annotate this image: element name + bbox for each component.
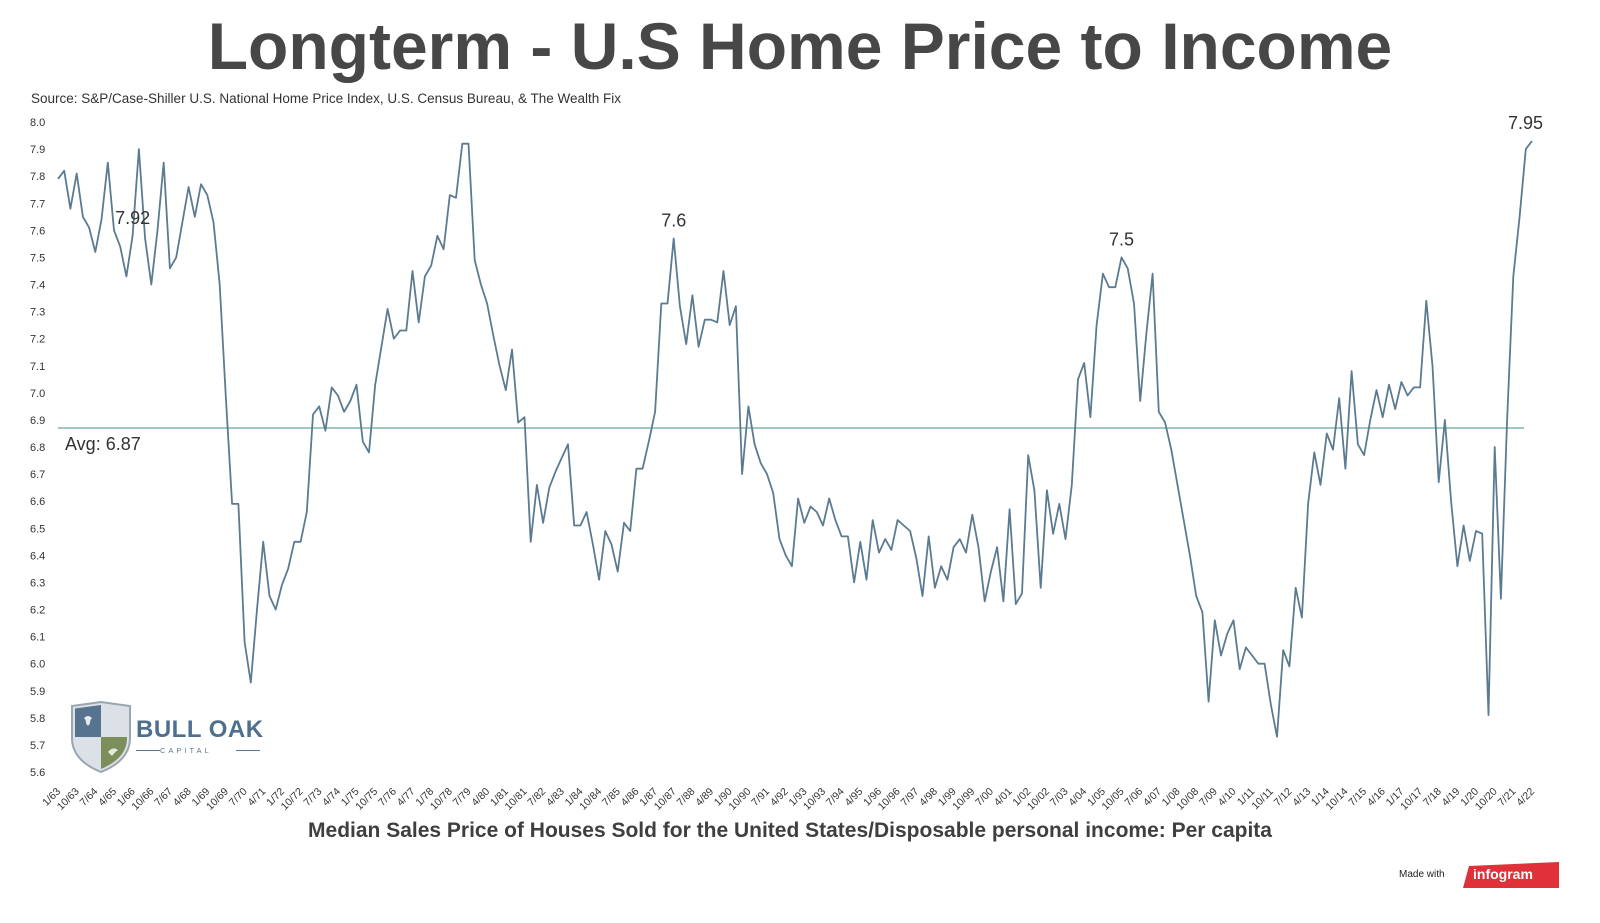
y-axis: 8.0 7.9 7.8 7.7 7.6 7.5 7.4 7.3 7.2 7.1 7.0 6.9 6.8 6… bbox=[30, 117, 45, 779]
data-label: 7.3 bbox=[27, 0, 52, 4]
y-tick-label: 5.8 bbox=[30, 713, 45, 725]
y-tick-label: 6.8 bbox=[30, 442, 45, 454]
x-tick-label: 4/65 bbox=[96, 786, 119, 809]
y-tick-label: 8.0 bbox=[30, 117, 45, 129]
series-line bbox=[57, 140, 1533, 738]
y-tick-label: 6.2 bbox=[30, 605, 45, 617]
data-label: 5.8 bbox=[27, 0, 52, 4]
x-tick-label: 7/06 bbox=[1122, 786, 1145, 809]
data-label: 5.7 bbox=[27, 0, 52, 4]
source-note: Source: S&P/Case-Shiller U.S. National H… bbox=[31, 91, 622, 106]
y-tick-label: 6.3 bbox=[30, 577, 45, 589]
y-tick-label: 6.6 bbox=[30, 496, 45, 508]
data-label: 6.3 bbox=[27, 0, 52, 4]
y-tick-label: 6.5 bbox=[30, 523, 45, 535]
x-tick-label: 4/19 bbox=[1440, 786, 1463, 809]
x-tick-label: 7/94 bbox=[824, 786, 847, 809]
y-tick-label: 7.1 bbox=[30, 361, 45, 373]
data-label: 5.9 bbox=[27, 0, 52, 4]
annotations-group: 7.925.97.956.37.67.55.77.35.87.95 bbox=[22, 0, 1543, 249]
x-tick-label: 4/13 bbox=[1290, 786, 1313, 809]
x-tick-label: 4/98 bbox=[917, 786, 940, 809]
x-tick-label: 4/01 bbox=[992, 786, 1015, 809]
x-tick-label: 4/04 bbox=[1066, 786, 1089, 809]
infogram-badge-icon bbox=[1463, 862, 1559, 888]
y-tick-label: 7.2 bbox=[30, 334, 45, 346]
logo-subtitle: CAPITAL bbox=[160, 746, 212, 755]
shield-logo-icon bbox=[71, 700, 131, 774]
x-tick-label: 4/74 bbox=[320, 786, 343, 809]
x-tick-label: 7/73 bbox=[301, 786, 324, 809]
logo-rule-left bbox=[136, 750, 160, 751]
x-tick-label: 4/07 bbox=[1141, 786, 1164, 809]
data-label: 7.6 bbox=[661, 210, 686, 230]
made-with-label: Made with bbox=[1399, 869, 1445, 880]
x-tick-label: 4/89 bbox=[693, 786, 716, 809]
x-tick-label: 7/79 bbox=[451, 786, 474, 809]
x-tick-label: 4/92 bbox=[768, 786, 791, 809]
x-tick-label: 7/64 bbox=[78, 786, 101, 809]
x-tick-label: 4/83 bbox=[544, 786, 567, 809]
x-tick-label: 4/86 bbox=[619, 786, 642, 809]
x-tick-label: 4/77 bbox=[395, 786, 418, 809]
page-title: Longterm - U.S Home Price to Income bbox=[207, 9, 1393, 83]
x-tick-label: 7/18 bbox=[1421, 786, 1444, 809]
y-tick-label: 6.1 bbox=[30, 632, 45, 644]
y-tick-label: 7.3 bbox=[30, 307, 45, 319]
x-axis: 1/6310/637/644/651/6610/667/674/681/6910… bbox=[40, 786, 1537, 813]
data-label: 7.95 bbox=[1508, 113, 1543, 133]
y-tick-label: 7.0 bbox=[30, 388, 45, 400]
x-axis-title: Median Sales Price of Houses Sold for th… bbox=[308, 819, 1272, 842]
x-tick-label: 7/67 bbox=[152, 786, 175, 809]
y-tick-label: 6.9 bbox=[30, 415, 45, 427]
x-tick-label: 4/10 bbox=[1216, 786, 1239, 809]
data-label: 7.92 bbox=[115, 208, 150, 228]
x-tick-label: 4/71 bbox=[245, 786, 268, 809]
data-label: 7.5 bbox=[1109, 229, 1134, 249]
x-tick-label: 7/97 bbox=[898, 786, 921, 809]
y-tick-label: 5.9 bbox=[30, 686, 45, 698]
x-tick-label: 4/22 bbox=[1514, 786, 1537, 809]
logo-rule-right bbox=[236, 750, 260, 751]
x-tick-label: 7/03 bbox=[1048, 786, 1071, 809]
x-tick-label: 7/09 bbox=[1197, 786, 1220, 809]
x-tick-label: 7/82 bbox=[525, 786, 548, 809]
infogram-brand: infogram bbox=[1473, 866, 1533, 882]
y-tick-label: 6.7 bbox=[30, 469, 45, 481]
series-group bbox=[57, 140, 1533, 738]
bull-oak-logo: BULL OAK CAPITAL bbox=[68, 700, 278, 774]
y-tick-label: 7.4 bbox=[30, 280, 45, 292]
x-tick-label: 7/00 bbox=[973, 786, 996, 809]
x-tick-label: 7/85 bbox=[600, 786, 623, 809]
y-tick-label: 7.6 bbox=[30, 225, 45, 237]
y-tick-label: 7.9 bbox=[30, 144, 45, 156]
x-tick-label: 7/88 bbox=[675, 786, 698, 809]
x-tick-label: 7/21 bbox=[1496, 786, 1519, 809]
y-tick-label: 5.6 bbox=[30, 767, 45, 779]
x-tick-label: 7/70 bbox=[227, 786, 250, 809]
x-tick-label: 4/80 bbox=[469, 786, 492, 809]
x-tick-label: 4/95 bbox=[842, 786, 865, 809]
y-tick-label: 6.0 bbox=[30, 659, 45, 671]
x-tick-label: 7/76 bbox=[376, 786, 399, 809]
y-tick-label: 7.5 bbox=[30, 252, 45, 264]
y-tick-label: 5.7 bbox=[30, 740, 45, 752]
x-tick-label: 7/12 bbox=[1272, 786, 1295, 809]
data-label: 7.95 bbox=[22, 0, 57, 4]
x-tick-label: 4/68 bbox=[171, 786, 194, 809]
x-tick-label: 4/16 bbox=[1365, 786, 1388, 809]
y-tick-label: 7.8 bbox=[30, 171, 45, 183]
average-label: Avg: 6.87 bbox=[65, 434, 141, 454]
x-tick-label: 7/15 bbox=[1346, 786, 1369, 809]
average-line-group: Avg: 6.87 bbox=[58, 427, 1524, 454]
y-tick-label: 6.4 bbox=[30, 550, 45, 562]
logo-brand-name: BULL OAK bbox=[136, 716, 264, 743]
y-tick-label: 7.7 bbox=[30, 198, 45, 210]
x-tick-label: 7/91 bbox=[749, 786, 772, 809]
